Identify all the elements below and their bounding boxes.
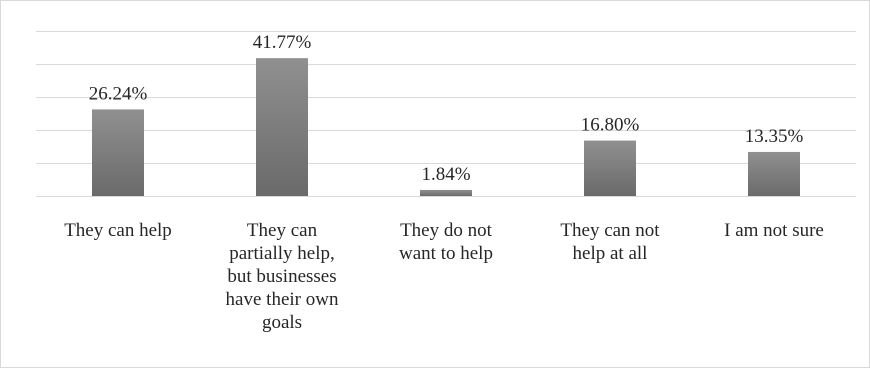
category-label-line: They do not [400,220,493,241]
bar-3 [420,189,472,196]
value-labels: 26.24% 41.77% 1.84% 16.80% 13.35% [89,32,804,185]
category-label-4: They can not help at all [560,220,660,264]
category-label-3: They do not want to help [399,220,493,264]
bar-2 [256,58,308,197]
category-label-line: partially help, [229,243,335,264]
category-label-line: have their own [226,289,339,310]
category-labels: They can help They can partially help, but … [64,220,824,333]
category-label-5: I am not sure [724,220,824,241]
category-label-line: They can not [560,220,660,241]
category-label-1: They can help [64,220,172,241]
category-label-line: want to help [399,243,493,264]
category-label-line: I am not sure [724,220,824,241]
data-label-3: 1.84% [421,164,470,185]
category-label-line: but businesses [227,266,336,287]
data-label-5: 13.35% [745,126,804,147]
data-label-4: 16.80% [581,115,640,136]
bar-1 [92,109,144,196]
gridlines [36,31,856,197]
data-label-1: 26.24% [89,83,148,104]
category-label-line: help at all [573,243,648,264]
category-label-line: They can help [64,220,172,241]
category-label-line: goals [262,312,302,333]
bar-5 [748,151,800,196]
category-label-line: They can [247,220,318,241]
bars [92,58,800,197]
category-label-2: They can partially help, but businesses hav… [226,220,339,333]
data-label-2: 41.77% [253,32,312,53]
bar-4 [584,140,636,196]
